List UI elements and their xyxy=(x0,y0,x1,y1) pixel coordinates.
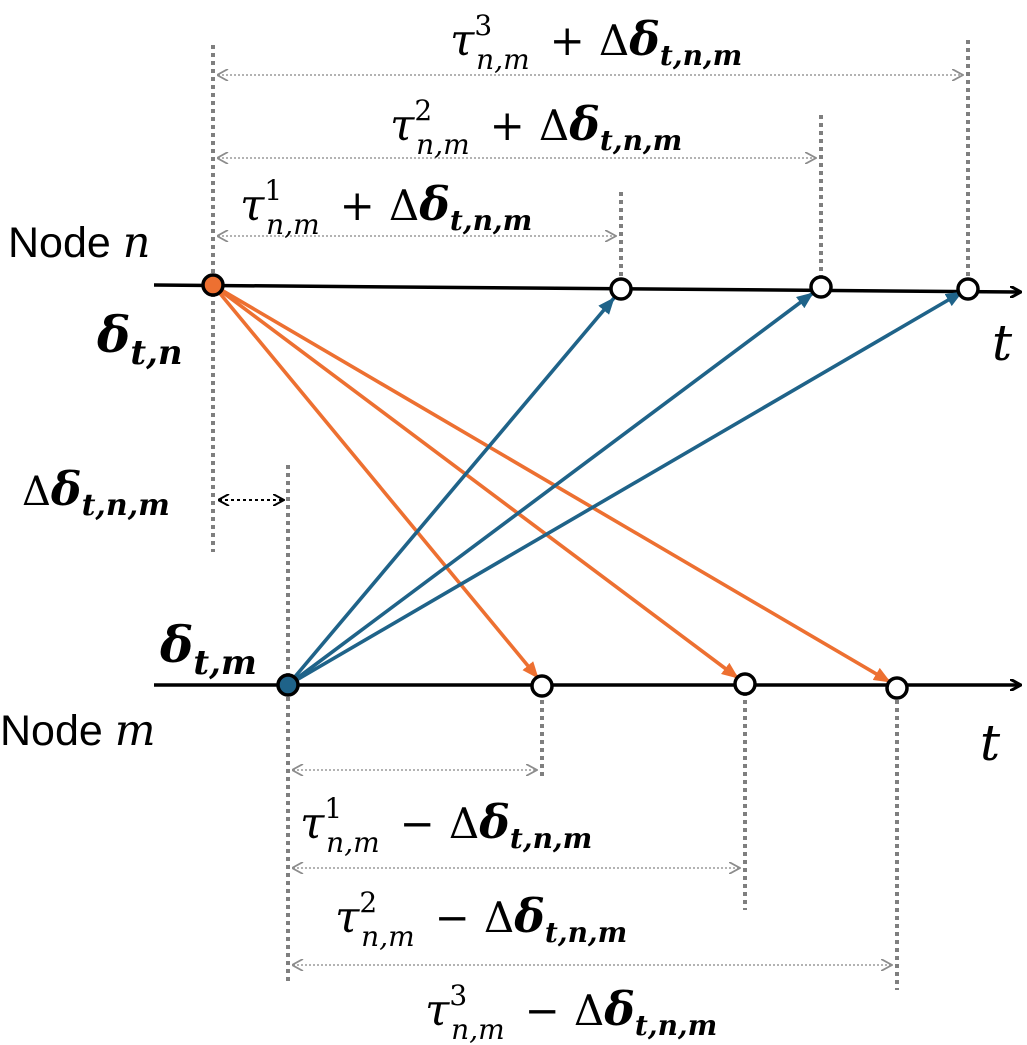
ray-n-to-m-2 xyxy=(211,283,740,680)
backward-delay-label-1: τ1 n,m − Δδt,n,m xyxy=(300,792,592,859)
node-n-receive-event-2 xyxy=(809,275,833,299)
node-m-time-label: t xyxy=(980,714,1001,772)
node-n-time-label: t xyxy=(992,314,1013,372)
node-n-transmit-event xyxy=(201,273,225,297)
node-m-receive-event-1 xyxy=(530,674,554,698)
backward-delay-label-3: τ3 n,m − Δδt,n,m xyxy=(425,979,717,1045)
ray-n-to-m-1 xyxy=(211,283,540,680)
node-n-receive-event-3 xyxy=(956,277,980,301)
backward-delay-label-2: τ2 n,m − Δδt,n,m xyxy=(335,886,627,953)
offset-difference-label: Δδt,n,m xyxy=(22,462,170,523)
node-n-receive-event-1 xyxy=(609,277,633,301)
node-m-label: Node m xyxy=(0,706,156,756)
node-m-receive-event-3 xyxy=(885,676,909,700)
ray-m-to-n-3 xyxy=(287,290,963,687)
node-m-receive-event-2 xyxy=(733,672,757,696)
forward-delay-label-1: τ1 n,m + Δδt,n,m xyxy=(240,174,532,241)
forward-delay-label-2: τ2 n,m + Δδt,n,m xyxy=(390,94,682,161)
node-n-label: Node n xyxy=(8,218,150,268)
ray-n-to-m-3 xyxy=(212,283,891,684)
node-n-time-axis xyxy=(153,283,1020,292)
node-m-transmit-event xyxy=(276,673,300,697)
forward-delay-label-3: τ3 n,m + Δδt,n,m xyxy=(450,9,742,76)
node-m-offset-label: δt,m xyxy=(159,615,257,683)
node-n-offset-label: δt,n xyxy=(96,305,183,373)
ray-m-to-n-1 xyxy=(286,296,616,687)
ray-m-to-n-2 xyxy=(286,291,815,687)
